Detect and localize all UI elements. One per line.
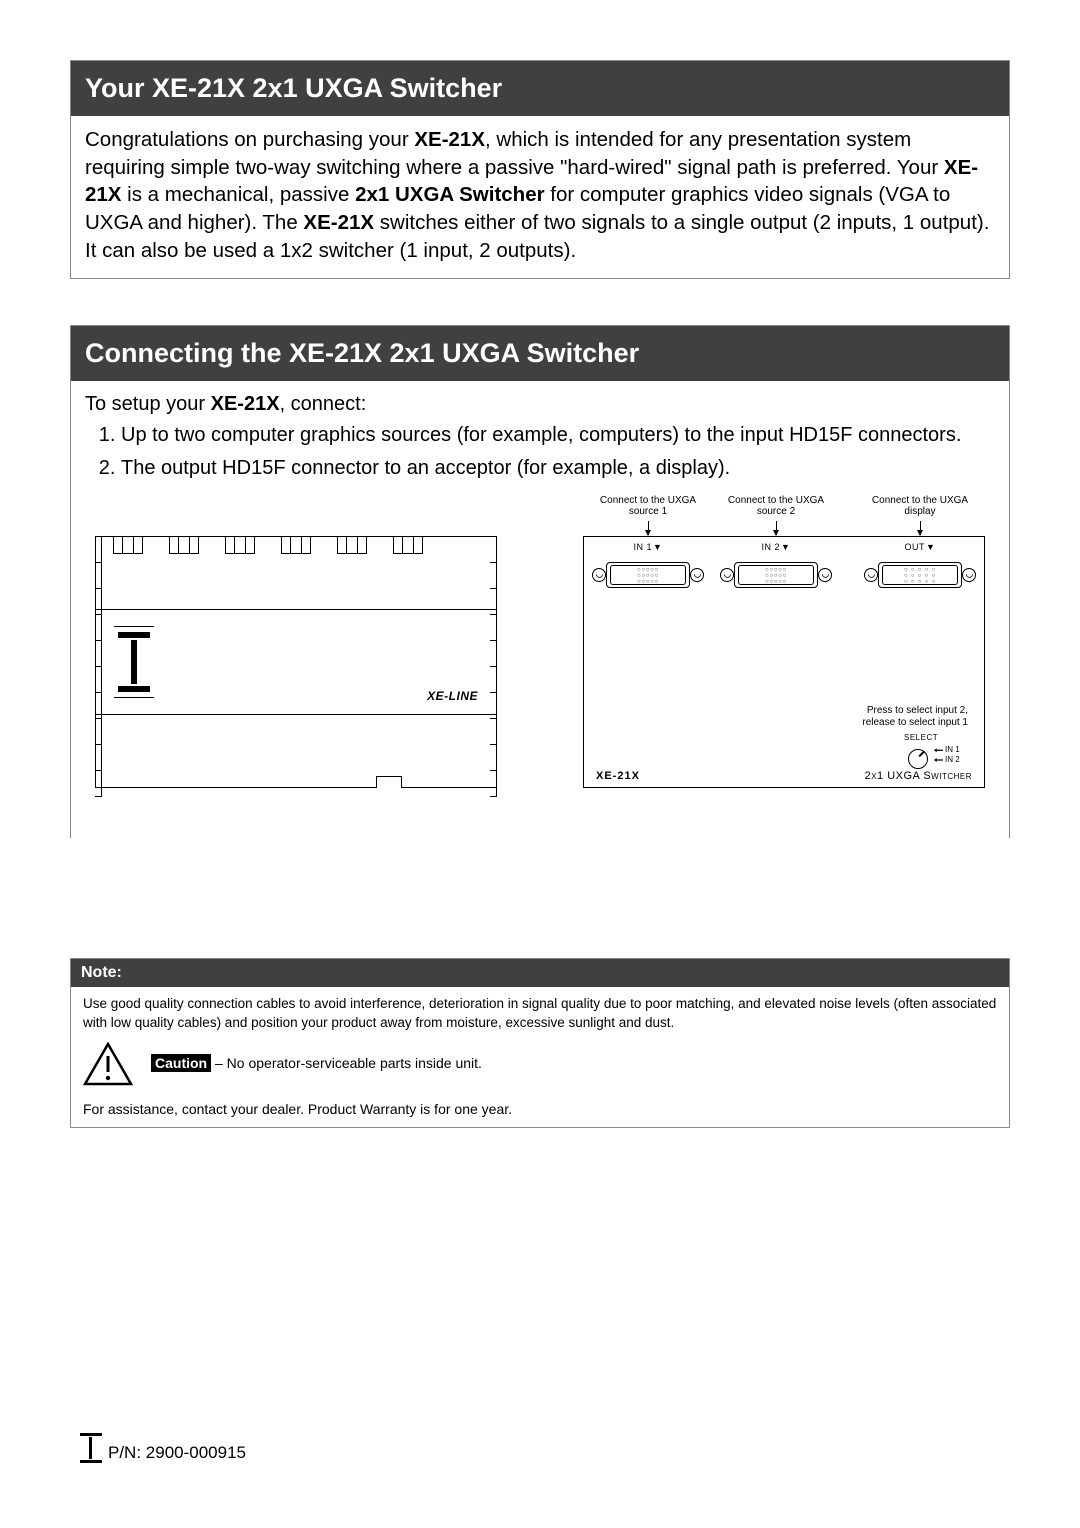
arrow-down-icon — [776, 521, 777, 535]
s1-b3: 2x1 UXGA Switcher — [355, 183, 545, 206]
model-label: XE-21X — [596, 769, 640, 784]
section-intro: Your XE-21X 2x1 UXGA Switcher Congratula… — [70, 60, 1010, 279]
section2-header: Connecting the XE-21X 2x1 UXGA Switcher — [71, 326, 1009, 381]
device-desc: 2x1 UXGA Switcher — [865, 769, 972, 784]
conn2-top-label: Connect to the UXGA source 2 — [720, 495, 832, 517]
note-box: Note: Use good quality connection cables… — [70, 958, 1010, 1127]
note-body-text: Use good quality connection cables to av… — [83, 995, 997, 1031]
section1-header: Your XE-21X 2x1 UXGA Switcher — [71, 61, 1009, 116]
connector-out: Connect to the UXGA display OUT▼ ○ ○ ○ ○… — [864, 539, 976, 593]
caution-tag: Caution — [151, 1054, 211, 1072]
s1-t3: is a mechanical, passive — [121, 183, 355, 206]
pn-text: P/N: 2900-000915 — [108, 1443, 246, 1463]
connection-diagram: XE-LINE Connect to the UXGA source 1 IN … — [87, 496, 993, 836]
conn1-top-label: Connect to the UXGA source 1 — [592, 495, 704, 517]
in2-label: IN 2 — [934, 755, 960, 765]
caution-text: – No operator-serviceable parts inside u… — [211, 1055, 482, 1071]
select-label: SELECT — [904, 733, 938, 743]
brand-logo-icon — [114, 632, 154, 692]
connector-in1: Connect to the UXGA source 1 IN 1▼ ○○○○○… — [592, 539, 704, 593]
device-front-panel: XE-LINE — [95, 536, 497, 788]
section2-body: To setup your XE-21X, connect: Up to two… — [71, 381, 1009, 838]
s2-intro-a: To setup your — [85, 393, 211, 415]
xeline-label: XE-LINE — [427, 688, 478, 704]
device-back-panel: Connect to the UXGA source 1 IN 1▼ ○○○○○… — [583, 536, 985, 788]
s1-b4: XE-21X — [303, 211, 374, 234]
brand-logo-icon — [80, 1433, 102, 1463]
port3-label: OUT — [905, 542, 926, 552]
step-1: Up to two computer graphics sources (for… — [121, 422, 995, 449]
footer-part-number: P/N: 2900-000915 — [80, 1433, 246, 1463]
select-text1: Press to select input 2, — [862, 705, 968, 717]
arrow-down-icon — [920, 521, 921, 535]
select-text2: release to select input 1 — [862, 717, 968, 729]
assistance-text: For assistance, contact your dealer. Pro… — [83, 1100, 997, 1119]
vga-port-icon: ○○○○○○○○○○○○○○○ — [720, 556, 832, 594]
s2-intro-b: XE-21X — [211, 393, 280, 415]
port2-label: IN 2 — [762, 542, 781, 552]
port1-label: IN 1 — [634, 542, 653, 552]
step-2: The output HD15F connector to an accepto… — [121, 455, 995, 482]
s1-b1: XE-21X — [414, 128, 485, 151]
vga-port-icon: ○○○○○○○○○○○○○○○ — [592, 556, 704, 594]
arrow-down-icon — [648, 521, 649, 535]
s1-t1: Congratulations on purchasing your — [85, 128, 414, 151]
select-knob-icon — [908, 749, 928, 769]
vga-port-icon: ○ ○ ○ ○ ○○ ○ ○ ○ ○○ ○ ○ ○ ○ — [864, 556, 976, 594]
note-header: Note: — [71, 959, 1009, 987]
warning-triangle-icon — [83, 1042, 133, 1086]
s2-intro-c: , connect: — [280, 393, 367, 415]
conn3-top-label: Connect to the UXGA display — [864, 495, 976, 517]
in1-label: IN 1 — [934, 745, 960, 755]
section1-body: Congratulations on purchasing your XE-21… — [71, 116, 1009, 278]
section-connecting: Connecting the XE-21X 2x1 UXGA Switcher … — [70, 325, 1010, 838]
connector-in2: Connect to the UXGA source 2 IN 2▼ ○○○○○… — [720, 539, 832, 593]
